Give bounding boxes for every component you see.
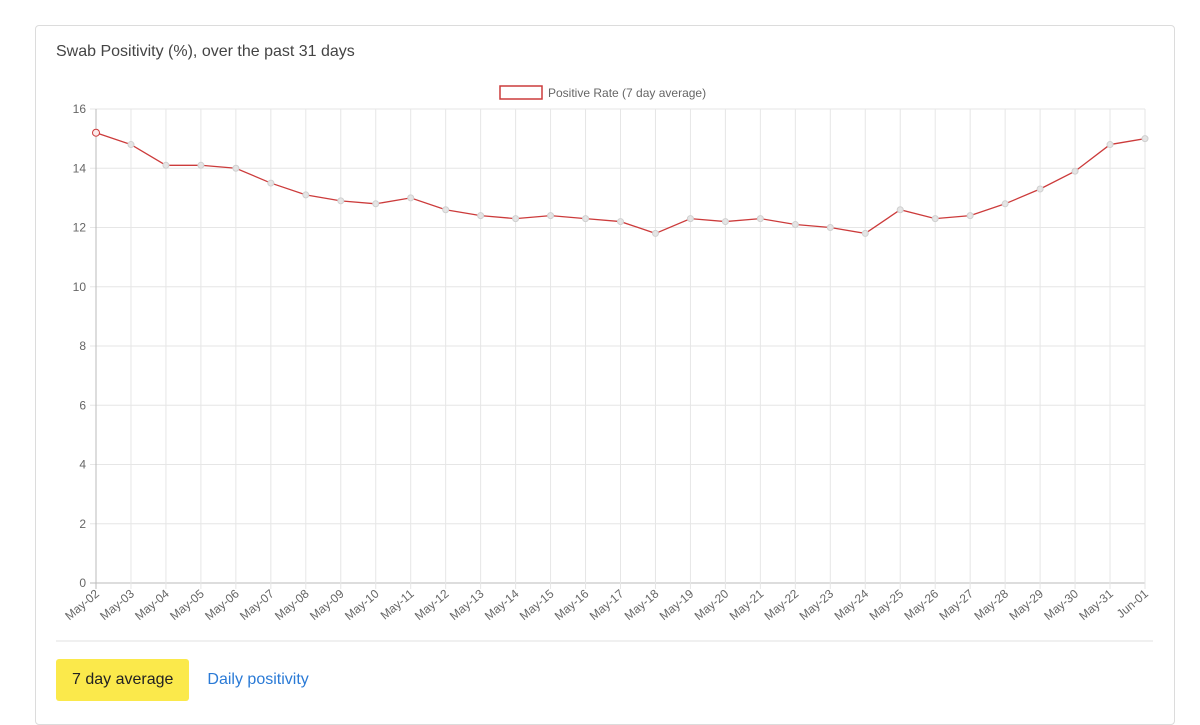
point bbox=[756, 215, 764, 223]
point bbox=[721, 218, 729, 226]
chart-title: Swab Positivity (%), over the past 31 da… bbox=[56, 43, 355, 60]
x-tick-label: May-28 bbox=[971, 586, 1011, 623]
point bbox=[1141, 135, 1149, 143]
x-tick-label: May-07 bbox=[237, 586, 277, 623]
x-tick-label: May-10 bbox=[342, 586, 382, 623]
x-tick-label: May-22 bbox=[762, 586, 802, 623]
x-tick-label: May-19 bbox=[657, 586, 697, 623]
x-tick-label: May-05 bbox=[167, 586, 207, 623]
x-tick-label: May-08 bbox=[272, 586, 312, 623]
point bbox=[826, 224, 834, 231]
y-tick-label: 6 bbox=[79, 398, 86, 412]
point bbox=[791, 221, 799, 229]
point bbox=[92, 128, 100, 137]
point bbox=[931, 215, 939, 223]
x-tick-label: May-27 bbox=[936, 586, 976, 623]
x-tick-label: May-26 bbox=[901, 586, 941, 623]
point bbox=[442, 206, 450, 214]
point bbox=[372, 200, 380, 208]
x-tick-label: May-16 bbox=[552, 586, 592, 623]
x-tick-label: May-14 bbox=[482, 586, 522, 623]
legend-label: Positive Rate (7 day average) bbox=[548, 86, 706, 100]
x-tick-label: May-15 bbox=[517, 586, 557, 623]
point bbox=[651, 229, 659, 237]
point bbox=[337, 197, 345, 205]
x-tick-label: May-03 bbox=[97, 586, 137, 623]
point bbox=[477, 212, 485, 220]
point bbox=[407, 194, 415, 202]
x-tick-label: May-17 bbox=[587, 586, 627, 623]
x-tick-label: May-06 bbox=[202, 586, 242, 623]
point bbox=[547, 212, 555, 220]
point bbox=[1001, 200, 1009, 208]
x-tick-label: May-18 bbox=[622, 586, 662, 623]
y-tick-label: 16 bbox=[73, 102, 87, 116]
point bbox=[1071, 167, 1079, 175]
point bbox=[582, 215, 590, 223]
y-tick-label: 14 bbox=[73, 161, 87, 175]
y-tick-label: 0 bbox=[79, 576, 86, 590]
controls: 7 day average Daily positivity bbox=[56, 659, 309, 701]
daily-link[interactable]: Daily positivity bbox=[207, 671, 309, 688]
x-tick-label: May-24 bbox=[832, 586, 872, 623]
x-tick-label: May-13 bbox=[447, 586, 487, 623]
y-tick-label: 4 bbox=[79, 458, 86, 472]
x-tick-label: May-30 bbox=[1041, 586, 1081, 623]
chart: Swab Positivity (%), over the past 31 da… bbox=[56, 43, 1153, 642]
page: {"chart_data": {"type": "line", "title":… bbox=[35, 25, 1175, 725]
x-tick-label: May-04 bbox=[132, 586, 172, 623]
y-tick-label: 12 bbox=[73, 221, 87, 235]
x-tick-label: May-21 bbox=[727, 586, 767, 623]
point bbox=[686, 215, 694, 223]
x-tick-label: May-25 bbox=[867, 586, 907, 623]
legend-swatch bbox=[499, 85, 543, 100]
point bbox=[512, 215, 520, 223]
x-tick-label: May-20 bbox=[692, 586, 732, 623]
point bbox=[861, 229, 869, 237]
point bbox=[1036, 185, 1044, 193]
point bbox=[127, 141, 135, 149]
point bbox=[232, 164, 240, 172]
point bbox=[896, 206, 904, 214]
average-button[interactable]: 7 day average bbox=[56, 659, 190, 701]
y-tick-label: 8 bbox=[79, 339, 86, 353]
x-tick-label: Jun-01 bbox=[1114, 586, 1151, 621]
point bbox=[617, 218, 624, 226]
point bbox=[162, 161, 170, 169]
point bbox=[966, 212, 974, 220]
x-tick-label: May-09 bbox=[307, 586, 347, 623]
x-tick-label: May-12 bbox=[412, 586, 452, 623]
point bbox=[197, 161, 205, 169]
x-tick-label: May-11 bbox=[378, 586, 417, 622]
y-tick-label: 2 bbox=[79, 517, 86, 531]
x-tick-label: May-02 bbox=[62, 586, 102, 623]
point bbox=[267, 179, 275, 187]
x-tick-label: May-23 bbox=[797, 586, 837, 623]
x-tick-label: May-29 bbox=[1006, 586, 1046, 623]
point bbox=[302, 191, 310, 199]
y-tick-label: 10 bbox=[73, 280, 87, 294]
x-tick-label: May-31 bbox=[1076, 586, 1116, 623]
point bbox=[1106, 141, 1114, 149]
